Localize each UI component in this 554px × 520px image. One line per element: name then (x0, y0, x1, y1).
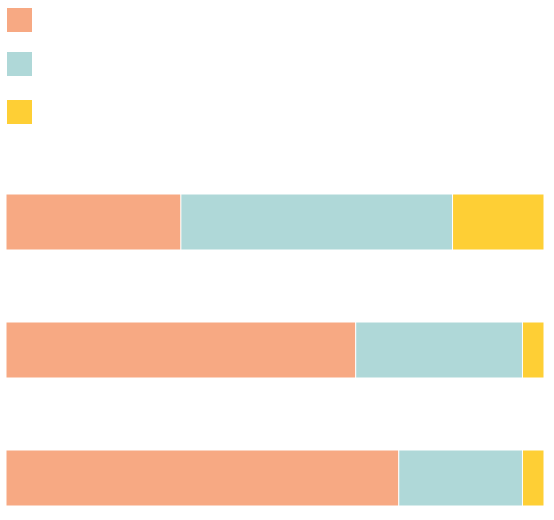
bar-segment (5, 193, 182, 251)
bar-segment (5, 321, 357, 379)
legend-swatch (7, 8, 32, 32)
bar-segment (452, 193, 545, 251)
bar-segment (398, 449, 523, 507)
bar-segment (5, 449, 400, 507)
bar-segment (180, 193, 454, 251)
bar-segment (521, 449, 545, 507)
bar-segment (521, 321, 545, 379)
legend-swatch (7, 100, 32, 124)
legend-swatch (7, 52, 32, 76)
bar-segment (355, 321, 523, 379)
